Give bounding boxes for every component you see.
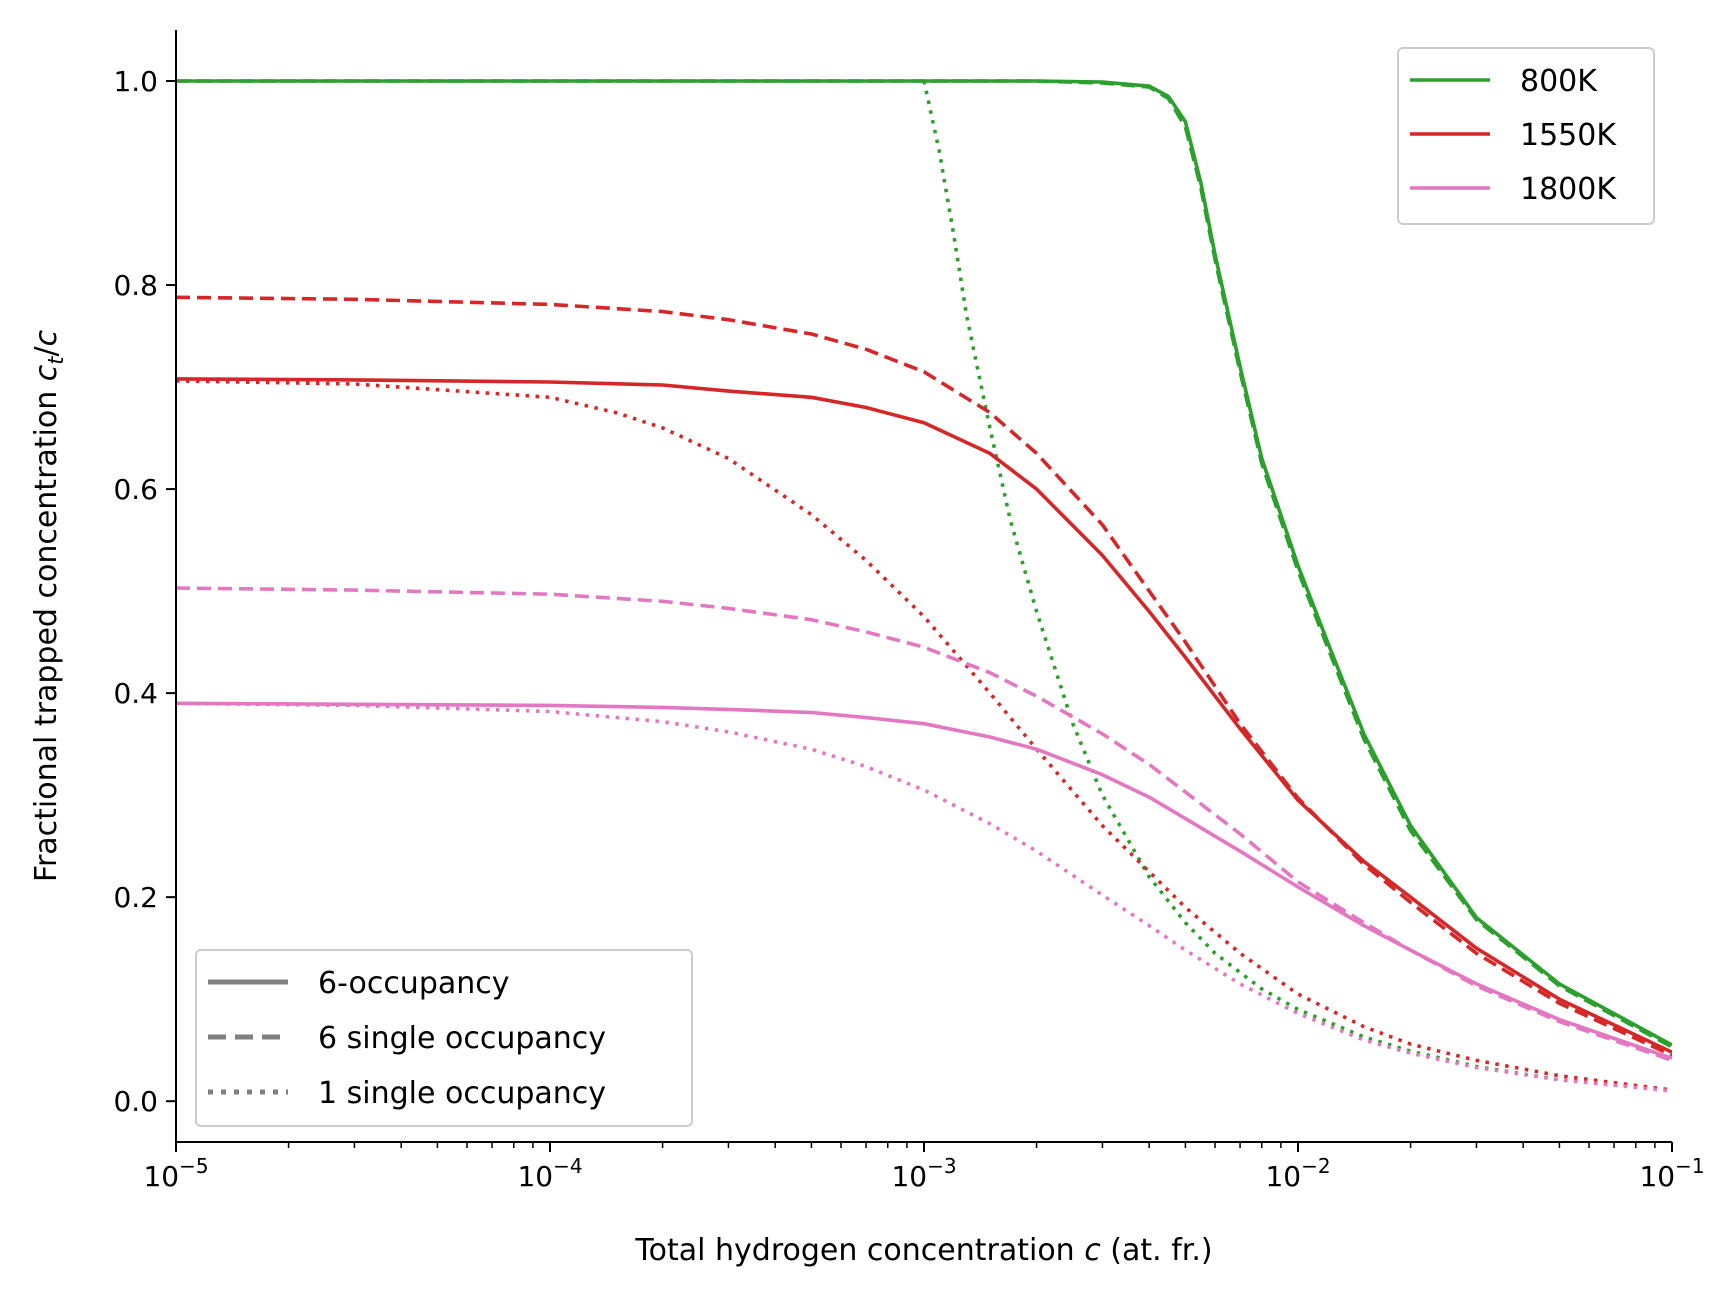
x-ticks-layer: 10−5 10−4 10−3 10−2 10−1: [143, 1142, 1705, 1193]
x-tick-label: 10−1: [1639, 1154, 1704, 1193]
y-tick-label: 0.6: [113, 473, 158, 506]
legend-label-800k: 800K: [1520, 64, 1598, 99]
legend-line-style: 6-occupancy 6 single occupancy 1 single oc…: [195, 949, 693, 1127]
x-tick-label: 10−4: [517, 1154, 582, 1193]
series-layer: [176, 79, 1672, 1093]
legend-label-1800k: 1800K: [1520, 172, 1617, 207]
y-axis-label: Fractional trapped concentration ct/c: [29, 329, 68, 882]
x-axis-label: Total hydrogen concentration c (at. fr.): [634, 1233, 1212, 1268]
legend-label-6-single-occupancy: 6 single occupancy: [318, 1021, 606, 1056]
y-tick-label: 0.4: [113, 677, 158, 710]
series-line-1800k-6-single-occupancy: [176, 586, 1672, 1063]
legend-style-frame: [195, 949, 693, 1127]
series-line-1800k-6-occupancy: [176, 701, 1672, 1061]
x-tick-label: 10−2: [1265, 1154, 1330, 1193]
legend-temperature-frame: [1397, 47, 1655, 225]
y-tick-label: 0.8: [113, 269, 158, 302]
legend-label-1-single-occupancy: 1 single occupancy: [318, 1076, 606, 1111]
legend-temperature: 800K 1550K 1800K: [1397, 47, 1655, 225]
series-line-800k-6-occupancy: [176, 79, 1672, 1047]
series-line-1550k-6-single-occupancy: [176, 295, 1672, 1057]
series-line-1550k-6-occupancy: [176, 377, 1672, 1054]
y-tick-label: 0.0: [113, 1085, 158, 1118]
y-tick-label: 0.2: [113, 881, 158, 914]
legend-label-1550k: 1550K: [1520, 118, 1617, 153]
x-tick-label: 10−5: [143, 1154, 208, 1193]
x-tick-label: 10−3: [891, 1154, 956, 1193]
y-tick-label: 1.0: [113, 65, 158, 98]
y-ticks-layer: 0.0 0.2 0.4 0.6 0.8 1.0: [113, 65, 176, 1118]
series-line-800k-1-single-occupancy: [922, 80, 1672, 1092]
legend-label-6-occupancy: 6-occupancy: [318, 966, 510, 1001]
